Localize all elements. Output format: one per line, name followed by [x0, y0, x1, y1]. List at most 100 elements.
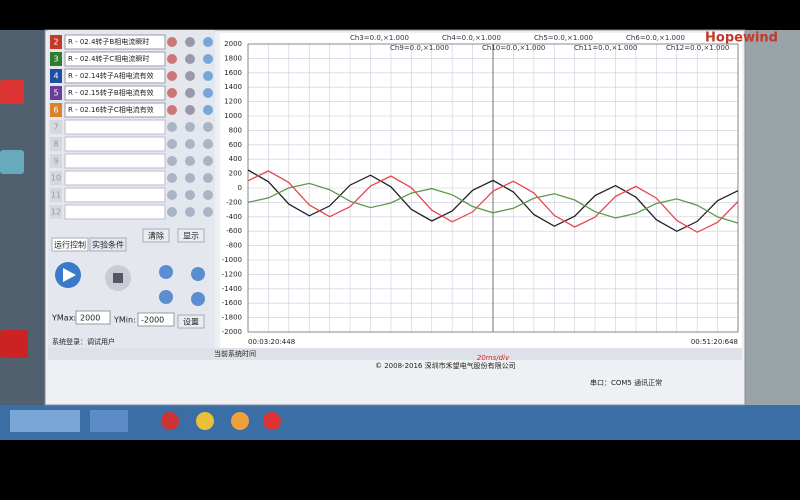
channel-label: R - 02.15转子B相电流有效 [68, 88, 154, 97]
channel-scale-label: Ch5=0.0,×1.000 [534, 34, 593, 42]
channel-scale-label: Ch9=0.0,×1.000 [390, 44, 449, 52]
y-tick-label: -800 [226, 242, 242, 250]
channel-toggle[interactable] [203, 190, 213, 200]
channel-field[interactable] [64, 170, 166, 186]
y-tick-label: 1000 [224, 112, 242, 120]
channel-toggle[interactable] [203, 54, 213, 64]
button[interactable] [177, 228, 205, 243]
taskbar [0, 405, 800, 440]
channel-toggle[interactable] [167, 190, 177, 200]
channel-field[interactable] [64, 68, 166, 84]
tab-label: 实验条件 [92, 240, 124, 250]
channel-toggle[interactable] [203, 37, 213, 47]
channel-toggle[interactable] [185, 88, 195, 98]
tab[interactable] [51, 237, 89, 252]
channel-toggle[interactable] [203, 207, 213, 217]
taskbar-icon[interactable] [196, 412, 214, 430]
channel-toggle[interactable] [167, 122, 177, 132]
channel-toggle[interactable] [185, 207, 195, 217]
ymax-input[interactable] [75, 310, 111, 325]
channel-field[interactable] [64, 153, 166, 169]
channel-toggle[interactable] [203, 139, 213, 149]
plot-frame [247, 43, 739, 333]
move-left-button[interactable] [159, 290, 173, 304]
desktop-wallpaper [745, 30, 800, 410]
channel-toggle[interactable] [203, 173, 213, 183]
channel-toggle[interactable] [167, 71, 177, 81]
channel-toggle[interactable] [185, 71, 195, 81]
channel-scale-label: Ch3=0.0,×1.000 [350, 34, 409, 42]
channel-toggle[interactable] [185, 54, 195, 64]
channel-toggle[interactable] [203, 88, 213, 98]
channel-toggle[interactable] [203, 122, 213, 132]
y-tick-label: -400 [226, 213, 242, 221]
channel-number: 6 [53, 106, 58, 115]
y-tick-label: 800 [229, 126, 242, 134]
channel-toggle[interactable] [167, 139, 177, 149]
taskbar-icon[interactable] [263, 412, 281, 430]
channel-field[interactable] [64, 187, 166, 203]
apply-button[interactable] [177, 314, 205, 329]
tab-label: 运行控制 [54, 240, 86, 250]
channel-field[interactable] [64, 136, 166, 152]
channel-toggle[interactable] [167, 105, 177, 115]
taskbar-item[interactable] [10, 410, 80, 432]
channel-number: 3 [53, 55, 58, 64]
channel-toggle[interactable] [167, 207, 177, 217]
desktop-icon [0, 150, 24, 174]
channel-toggle[interactable] [185, 105, 195, 115]
channel-toggle[interactable] [185, 139, 195, 149]
tab[interactable] [89, 237, 127, 252]
login-status: 系统登录：调试用户 [52, 337, 115, 346]
channel-number: 11 [51, 191, 61, 200]
channel-toggle[interactable] [185, 190, 195, 200]
channel-field[interactable] [64, 51, 166, 67]
zoom-in-button[interactable] [159, 265, 173, 279]
channel-number: 2 [53, 38, 58, 47]
channel-toggle[interactable] [167, 88, 177, 98]
channel-scale-label: Ch12=0.0,×1.000 [666, 44, 729, 52]
channel-toggle[interactable] [185, 122, 195, 132]
channel-field[interactable] [64, 102, 166, 118]
y-tick-label: -600 [226, 227, 242, 235]
channel-number-box [50, 52, 62, 66]
channel-toggle[interactable] [167, 37, 177, 47]
channel-field[interactable] [64, 85, 166, 101]
y-tick-label: -200 [226, 198, 242, 206]
taskbar-icon[interactable] [161, 412, 179, 430]
channel-scale-label: Ch4=0.0,×1.000 [442, 34, 501, 42]
y-tick-label: -2000 [222, 328, 242, 336]
play-icon [63, 268, 76, 282]
y-tick-label: 400 [229, 155, 242, 163]
ymax-value: 2000 [80, 314, 100, 323]
button[interactable] [142, 228, 170, 243]
channel-number: 8 [53, 140, 58, 149]
move-right-button[interactable] [191, 292, 205, 306]
ymin-input[interactable] [137, 312, 175, 327]
taskbar-icon[interactable] [231, 412, 249, 430]
y-tick-label: 0 [238, 184, 242, 192]
y-tick-label: 200 [229, 170, 242, 178]
channel-field[interactable] [64, 204, 166, 220]
x-axis-label: 20ms/div [477, 354, 510, 362]
channel-field[interactable] [64, 34, 166, 50]
system-time: 当前系统时间 [214, 349, 256, 358]
taskbar-item[interactable] [90, 410, 128, 432]
apply-label: 设置 [183, 317, 199, 327]
zoom-out-button[interactable] [191, 267, 205, 281]
channel-toggle[interactable] [185, 37, 195, 47]
channel-number: 9 [53, 157, 58, 166]
y-tick-label: 600 [229, 141, 242, 149]
plot-panel [220, 33, 742, 348]
channel-toggle[interactable] [203, 105, 213, 115]
channel-toggle[interactable] [185, 156, 195, 166]
channel-toggle[interactable] [185, 173, 195, 183]
channel-toggle[interactable] [203, 156, 213, 166]
channel-toggle[interactable] [167, 156, 177, 166]
channel-toggle[interactable] [167, 173, 177, 183]
channel-toggle[interactable] [203, 71, 213, 81]
channel-scale-label: Ch10=0.0,×1.000 [482, 44, 545, 52]
channel-toggle[interactable] [167, 54, 177, 64]
channel-field[interactable] [64, 119, 166, 135]
